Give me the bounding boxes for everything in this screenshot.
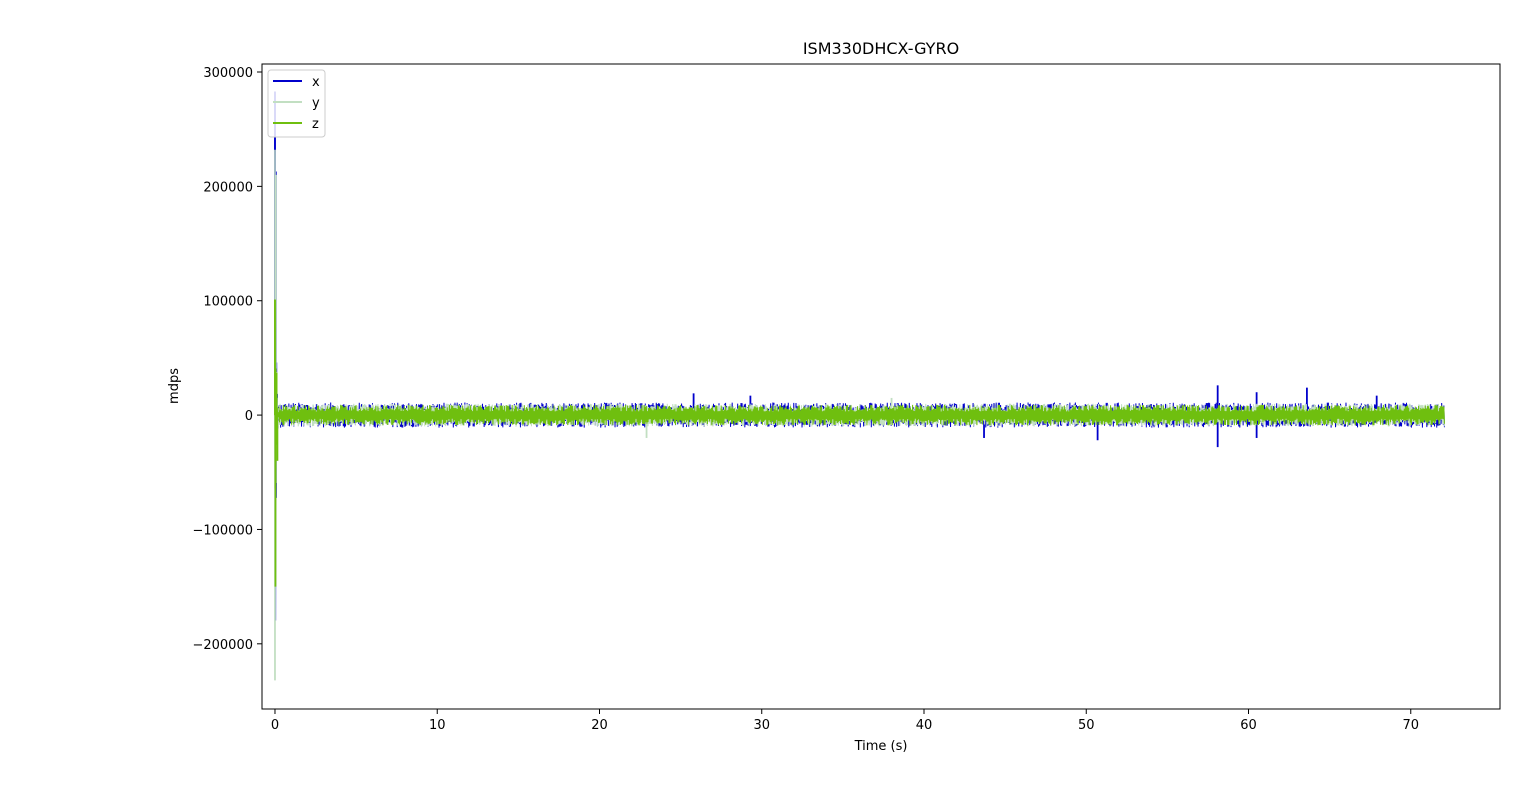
legend-label: x [312, 75, 320, 90]
x-axis-label: Time (s) [854, 739, 908, 754]
legend-label: y [312, 96, 320, 111]
y-tick-label: −200000 [192, 638, 253, 653]
y-tick-label: 0 [245, 409, 253, 424]
legend: xyz [267, 69, 326, 138]
y-tick-label: 200000 [203, 180, 253, 195]
y-axis-label: mdps [167, 368, 182, 404]
x-tick-label: 40 [916, 718, 933, 733]
x-tick-label: 30 [753, 718, 770, 733]
x-tick-label: 70 [1402, 718, 1419, 733]
x-tick-label: 20 [591, 718, 608, 733]
series-line [274, 299, 1445, 587]
plot-frame [261, 63, 1501, 710]
plot-series [274, 91, 1445, 681]
chart-title: ISM330DHCX-GYRO [803, 39, 959, 58]
legend-label: z [312, 117, 319, 132]
x-tick-label: 10 [429, 718, 446, 733]
y-tick-label: 300000 [203, 66, 253, 81]
x-tick-label: 50 [1078, 718, 1095, 733]
y-axis: −200000 −100000 0 100000 200000 300000 [192, 66, 262, 653]
legend-box [267, 69, 326, 138]
y-tick-label: 100000 [203, 295, 253, 310]
x-tick-label: 0 [271, 718, 279, 733]
y-tick-label: −100000 [192, 523, 253, 538]
series-noise [278, 404, 1445, 426]
x-axis: 0 10 20 30 40 50 60 70 [271, 709, 1419, 733]
x-tick-label: 60 [1240, 718, 1257, 733]
